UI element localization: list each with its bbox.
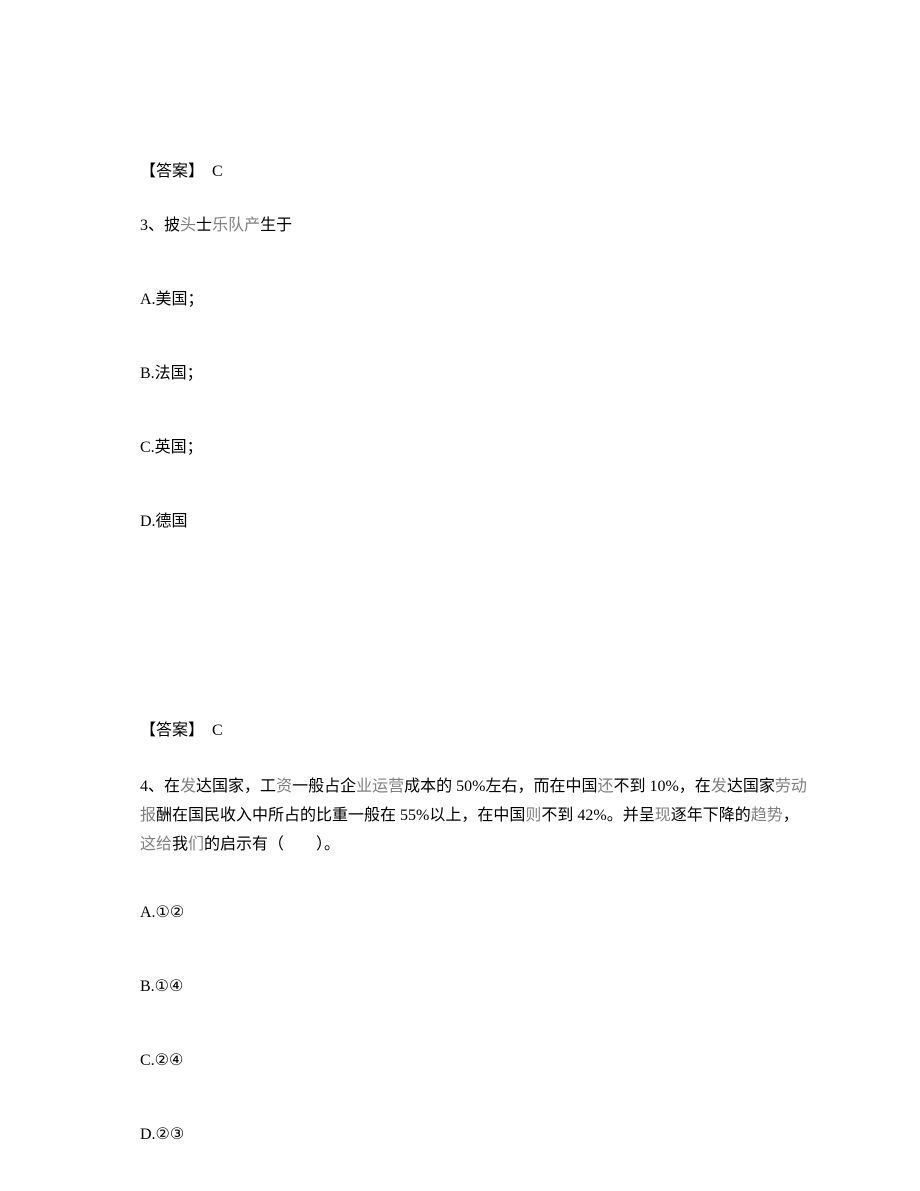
q4-s10: ， (783, 807, 799, 824)
q4-s5: 不到 10%，在 (613, 778, 710, 795)
q4-s3: 一般占企 (292, 778, 356, 795)
q3-option-b: B.法国； (140, 362, 810, 386)
q4-s1: 在 (164, 778, 180, 795)
q3-num: 3、 (140, 217, 164, 234)
question-4-stem: 4、在发达国家，工资一般占企业运营成本的 50%左右，而在中国还不到 10%，在… (140, 773, 810, 859)
answer-label: 【答案】 (140, 722, 204, 739)
q4-g2: 资 (276, 778, 292, 795)
q3-g2: 乐队产 (212, 217, 260, 234)
q4-s6: 达国家 (727, 778, 775, 795)
q4-option-b: B.①④ (140, 975, 810, 999)
q4-num: 4、 (140, 778, 164, 795)
q3-option-c: C.英国； (140, 436, 810, 460)
q4-g3: 业运营 (356, 778, 404, 795)
q4-g8: 现 (655, 807, 671, 824)
q4-s11: 我 (172, 836, 188, 853)
q4-s2: 达国家，工 (196, 778, 276, 795)
q4-g11: 们 (188, 836, 204, 853)
q3-t2: 士 (196, 217, 212, 234)
q4-option-d: D.②③ (140, 1123, 810, 1147)
q4-g9: 趋势 (751, 807, 783, 824)
q4-s8: 不到 42%。并呈 (541, 807, 654, 824)
answer-value: C (212, 722, 223, 739)
answer-2: 【答案】 C (140, 160, 810, 184)
q4-g4: 还 (597, 778, 613, 795)
q3-g1: 头 (180, 217, 196, 234)
question-3-stem: 3、披头士乐队产生于 (140, 214, 810, 238)
q4-s4: 成本的 50%左右，而在中国 (404, 778, 597, 795)
q4-s9: 逐年下降的 (671, 807, 751, 824)
spacer (140, 584, 810, 719)
q4-g10: 这给 (140, 836, 172, 853)
q4-option-a: A.①② (140, 901, 810, 925)
answer-value: C (212, 163, 223, 180)
q4-g1: 发 (180, 778, 196, 795)
q3-t3: 生于 (260, 217, 292, 234)
q4-s12: 的启示有（ ）。 (204, 836, 340, 853)
q4-option-c: C.②④ (140, 1049, 810, 1073)
q4-g7: 则 (525, 807, 541, 824)
q4-s7: 酬在国民收入中所占的比重一般在 55%以上，在中国 (156, 807, 525, 824)
q4-g5: 发 (711, 778, 727, 795)
q3-option-a: A.美国； (140, 288, 810, 312)
q3-option-d: D.德国 (140, 510, 810, 534)
q3-t1: 披 (164, 217, 180, 234)
answer-3: 【答案】 C (140, 719, 810, 743)
answer-label: 【答案】 (140, 163, 204, 180)
